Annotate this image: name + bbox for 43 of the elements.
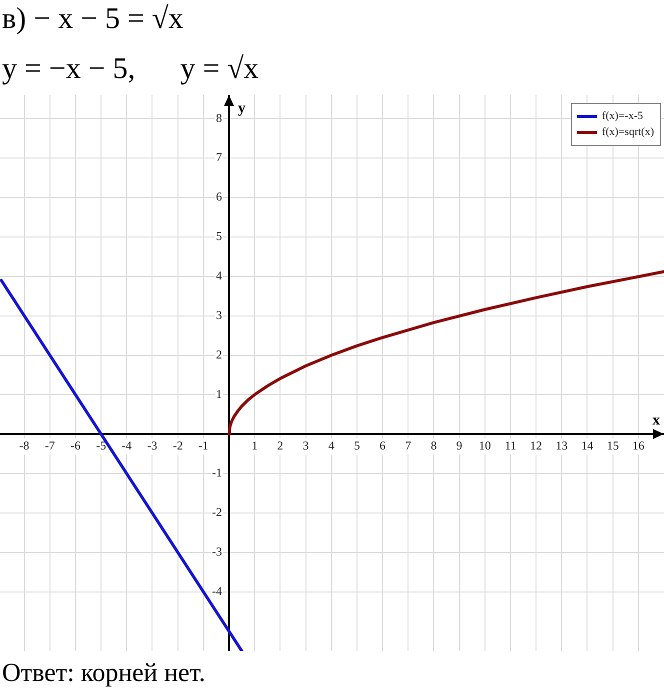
x-tick-label: -6 <box>70 438 80 452</box>
x-tick-label: 12 <box>530 438 542 452</box>
y-tick-label: -4 <box>212 584 222 598</box>
x-tick-label: -3 <box>147 438 158 452</box>
x-tick-label: 1 <box>252 438 258 452</box>
text: Ответ: корней нет. <box>2 657 206 689</box>
x-tick-label: -5 <box>96 438 106 452</box>
x-tick-label: 16 <box>632 438 644 452</box>
x-tick-label: 9 <box>456 438 462 452</box>
x-tick-label: 10 <box>478 438 491 452</box>
y-tick-label: -2 <box>212 505 222 520</box>
x-tick-label: 14 <box>581 438 594 452</box>
x-tick-label: -2 <box>172 438 183 452</box>
x-tick-label: 8 <box>430 438 437 452</box>
x-tick-label: 7 <box>405 438 412 452</box>
chart-title: в) − x − 5 = √x <box>2 1 184 37</box>
y-tick-label: 5 <box>216 229 222 244</box>
chart-subtitle: y = −x − 5, y = √x <box>2 51 259 87</box>
y-tick-label: 6 <box>216 190 222 204</box>
y-tick-label: 7 <box>216 150 222 164</box>
x-tick-label: -7 <box>44 438 55 452</box>
x-tick-label: 11 <box>504 438 516 452</box>
y-tick-label: 8 <box>216 110 222 125</box>
y-tick-label: 2 <box>216 347 222 362</box>
y-tick-label: 3 <box>216 308 222 322</box>
x-tick-label: -4 <box>122 438 132 452</box>
x-tick-label: 4 <box>328 438 334 452</box>
x-tick-label: 6 <box>380 438 386 452</box>
y-tick-label: 4 <box>216 268 222 283</box>
x-tick-label: 5 <box>354 438 360 452</box>
x-tick-label: -1 <box>198 438 208 452</box>
y-tick-label: 1 <box>216 386 222 401</box>
legend-label: f(x)=-x-5 <box>602 110 643 123</box>
x-tick-label: 15 <box>606 438 619 452</box>
legend-label: f(x)=sqrt(x) <box>602 126 654 139</box>
x-tick-label: 13 <box>556 438 568 452</box>
x-tick-label: 2 <box>277 438 284 452</box>
y-tick-label: -1 <box>212 466 222 480</box>
y-tick-label: -3 <box>212 544 222 559</box>
x-tick-label: 3 <box>302 438 309 452</box>
x-tick-label: -8 <box>19 438 30 452</box>
x-axis-title: x <box>652 412 660 428</box>
y-axis-title: y <box>238 100 246 116</box>
